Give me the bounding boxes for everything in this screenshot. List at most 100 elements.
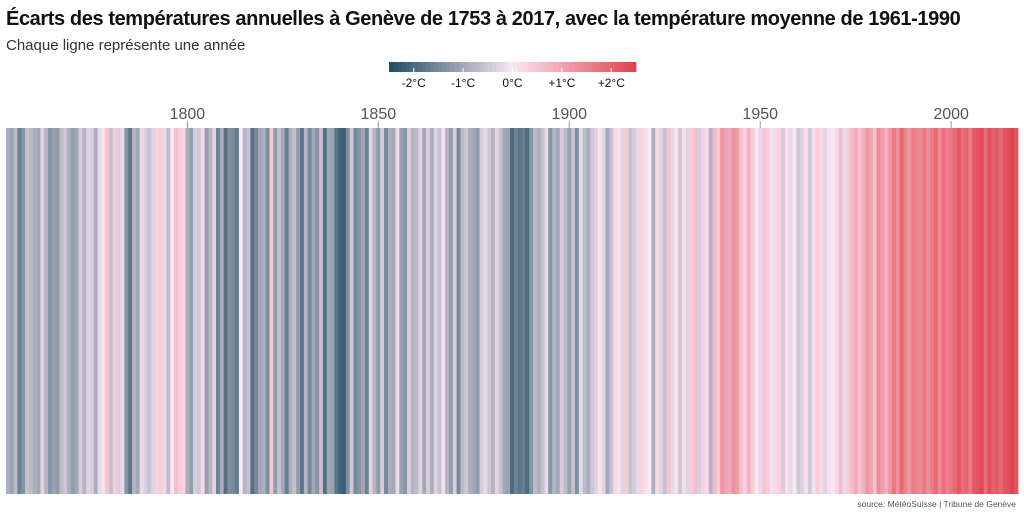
legend-swatch xyxy=(504,62,509,72)
legend-swatch xyxy=(479,62,485,72)
legend-swatch xyxy=(603,62,608,72)
legend-swatch xyxy=(545,62,550,72)
stripe-1766 xyxy=(55,128,60,494)
legend-swatch xyxy=(458,62,464,72)
stripe-2015 xyxy=(1006,128,1011,494)
stripe-1860 xyxy=(414,128,419,494)
stripe-1986 xyxy=(895,128,901,494)
stripe-2002 xyxy=(956,128,962,494)
stripe-2008 xyxy=(979,128,985,494)
stripe-1773 xyxy=(82,128,87,494)
stripe-1778 xyxy=(101,128,106,494)
legend-swatch xyxy=(475,62,480,72)
legend-swatch xyxy=(397,62,402,72)
stripe-1933 xyxy=(693,128,698,494)
stripe-1757 xyxy=(21,128,26,494)
stripe-1913 xyxy=(617,128,622,494)
x-tick-label-1800: 1800 xyxy=(170,106,206,123)
stripe-1885 xyxy=(510,128,515,494)
stripe-1920 xyxy=(643,128,648,494)
legend-swatch xyxy=(561,62,567,72)
stripe-1912 xyxy=(613,128,618,494)
stripe-1850 xyxy=(376,128,381,494)
stripe-1883 xyxy=(502,128,507,494)
legend-swatch xyxy=(409,62,415,72)
stripe-1979 xyxy=(869,128,874,494)
stripe-1882 xyxy=(498,128,503,494)
stripe-1834 xyxy=(315,128,320,494)
stripe-1810 xyxy=(223,128,228,494)
legend-swatch xyxy=(500,62,505,72)
stripe-1832 xyxy=(307,128,312,494)
stripe-1921 xyxy=(647,128,652,494)
stripe-2006 xyxy=(972,128,977,494)
legend-swatch xyxy=(487,62,493,72)
stripe-1846 xyxy=(361,128,366,494)
stripe-1945 xyxy=(739,128,744,494)
stripe-1989 xyxy=(907,128,912,494)
stripe-1828 xyxy=(292,128,297,494)
stripe-1951 xyxy=(762,128,767,494)
stripe-2014 xyxy=(1002,128,1007,494)
stripe-1953 xyxy=(769,128,774,494)
stripe-1805 xyxy=(204,128,209,494)
legend-swatch xyxy=(566,62,571,72)
stripe-1798 xyxy=(177,128,183,494)
stripe-1916 xyxy=(628,128,633,494)
stripe-1796 xyxy=(170,128,175,494)
legend-swatch xyxy=(389,62,394,72)
stripe-2009 xyxy=(983,128,988,494)
stripe-1756 xyxy=(17,128,22,494)
color-legend: -2°C -1°C 0°C +1°C +2°C xyxy=(389,62,637,90)
legend-tick-label: +1°C xyxy=(548,76,575,90)
stripe-1997 xyxy=(937,128,943,494)
stripe-1935 xyxy=(701,128,706,494)
stripe-1978 xyxy=(865,128,870,494)
stripe-1971 xyxy=(838,128,843,494)
legend-swatch xyxy=(619,62,625,72)
stripe-1983 xyxy=(884,128,889,494)
stripe-1758 xyxy=(25,128,30,494)
stripe-1884 xyxy=(506,128,511,494)
stripe-1848 xyxy=(368,128,374,494)
stripe-1896 xyxy=(552,128,557,494)
stripe-1981 xyxy=(876,128,881,494)
legend-swatch xyxy=(467,62,472,72)
stripe-1816 xyxy=(246,128,251,494)
legend-swatch xyxy=(393,62,398,72)
legend-swatch xyxy=(442,62,448,72)
stripe-1874 xyxy=(468,128,473,494)
stripe-1965 xyxy=(815,128,820,494)
stripe-1897 xyxy=(555,128,561,494)
stripe-1837 xyxy=(326,128,331,494)
legend-swatch xyxy=(426,62,431,72)
stripe-1942 xyxy=(727,128,732,494)
legend-swatch xyxy=(413,62,419,72)
stripe-1996 xyxy=(933,128,939,494)
stripe-1772 xyxy=(78,128,83,494)
stripe-1923 xyxy=(655,128,660,494)
stripe-1817 xyxy=(250,128,255,494)
legend-swatch xyxy=(611,62,616,72)
stripe-1839 xyxy=(334,128,339,494)
stripe-1904 xyxy=(582,128,587,494)
stripe-1849 xyxy=(372,128,377,494)
legend-swatch xyxy=(496,62,501,72)
stripe-1940 xyxy=(720,128,725,494)
stripe-1878 xyxy=(483,128,488,494)
stripe-1803 xyxy=(196,128,202,494)
stripe-1985 xyxy=(891,128,897,494)
stripe-1991 xyxy=(914,128,920,494)
stripe-1774 xyxy=(86,128,91,494)
stripe-1827 xyxy=(288,128,293,494)
stripe-1950 xyxy=(758,128,763,494)
stripe-1984 xyxy=(888,128,893,494)
stripe-1753 xyxy=(6,128,11,494)
stripe-1946 xyxy=(743,128,748,494)
stripe-1987 xyxy=(899,128,904,494)
legend-swatch xyxy=(598,62,604,72)
stripe-1926 xyxy=(666,128,671,494)
stripe-1938 xyxy=(712,128,717,494)
chart-title: Écarts des températures annuelles à Genè… xyxy=(6,8,961,30)
x-tick-label-1850: 1850 xyxy=(361,106,397,123)
